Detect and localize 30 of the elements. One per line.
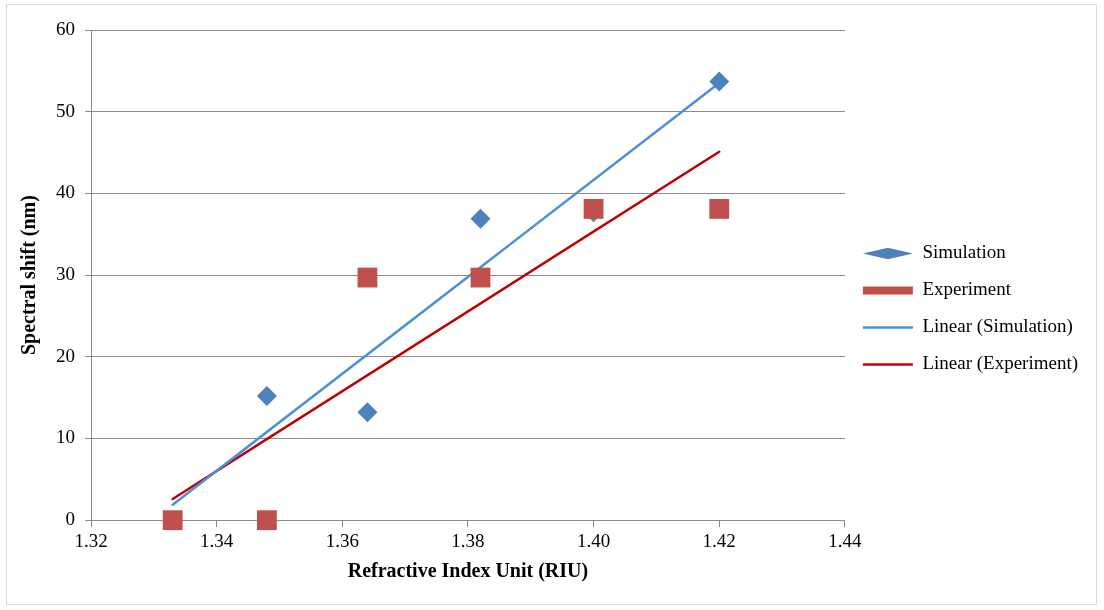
point (709, 199, 730, 219)
point (470, 267, 491, 288)
y-tick-label: 50 (56, 99, 75, 121)
legend-label: Linear (Simulation) (922, 315, 1073, 338)
x-tick-label: 1.34 (200, 529, 234, 551)
x-tick-label: 1.38 (451, 529, 485, 551)
point (470, 208, 491, 229)
y-tick-label: 60 (56, 17, 75, 39)
y-tick-label: 20 (56, 344, 75, 366)
point (256, 386, 277, 407)
x-tick-label: 1.36 (325, 529, 359, 551)
x-tick-label: 1.32 (74, 529, 108, 551)
x-tick-label: 1.40 (576, 529, 611, 551)
y-tick-label: 0 (65, 508, 75, 530)
x-axis-title: Refractive Index Unit (RIU) (347, 559, 589, 583)
x-tick-label: 1.44 (828, 529, 863, 551)
point (709, 71, 730, 92)
legend-label: Simulation (922, 241, 1007, 263)
point (257, 510, 277, 531)
point (162, 510, 183, 531)
y-tick-label: 30 (56, 263, 75, 285)
y-axis-title: Spectral shift (nm) (17, 195, 41, 356)
y-tick-label: 40 (56, 181, 75, 203)
point (357, 267, 378, 288)
point (357, 402, 378, 423)
x-tick-label: 1.42 (702, 529, 736, 551)
y-tick-label: 10 (56, 426, 75, 448)
point (583, 199, 604, 219)
legend-label: Linear (Experiment) (922, 352, 1079, 375)
legend-label: Experiment (922, 278, 1012, 300)
